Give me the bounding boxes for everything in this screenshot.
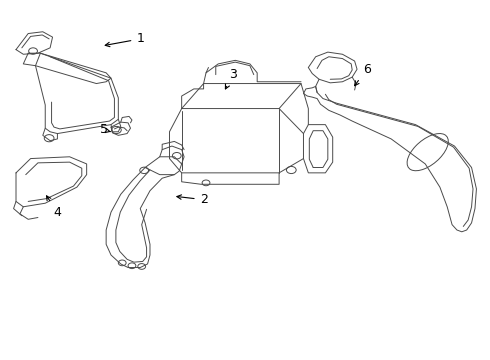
Text: 4: 4 xyxy=(47,196,61,219)
Text: 3: 3 xyxy=(225,68,237,89)
Text: 1: 1 xyxy=(105,32,144,47)
Text: 5: 5 xyxy=(99,123,111,136)
Text: 6: 6 xyxy=(355,63,371,86)
Text: 2: 2 xyxy=(177,193,208,206)
